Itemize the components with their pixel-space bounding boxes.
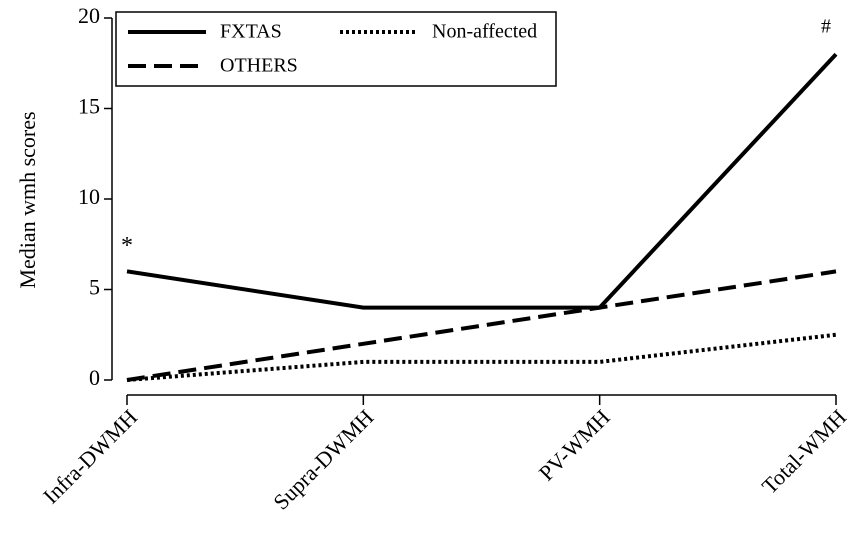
x-tick-label: Total-WMH xyxy=(757,404,851,498)
line-series xyxy=(126,269,837,382)
y-tick-label: 0 xyxy=(89,365,100,390)
annotation: # xyxy=(821,16,831,38)
legend-label: OTHERS xyxy=(220,55,298,77)
x-tick-label: Infra-DWMH xyxy=(38,404,142,508)
legend-label: Non-affected xyxy=(432,21,537,43)
legend-box xyxy=(115,11,557,87)
y-tick-label: 5 xyxy=(89,275,100,300)
x-tick-label: PV-WMH xyxy=(534,404,615,485)
line-series xyxy=(126,52,838,310)
x-tick-label: Supra-DWMH xyxy=(268,404,378,514)
y-tick-label: 10 xyxy=(78,184,100,209)
y-tick-label: 15 xyxy=(78,94,100,119)
line-series xyxy=(126,332,837,382)
y-axis-label: Median wmh scores xyxy=(15,111,40,288)
legend-label: FXTAS xyxy=(220,21,282,43)
annotation: * xyxy=(121,233,133,259)
y-tick-label: 20 xyxy=(78,3,100,28)
